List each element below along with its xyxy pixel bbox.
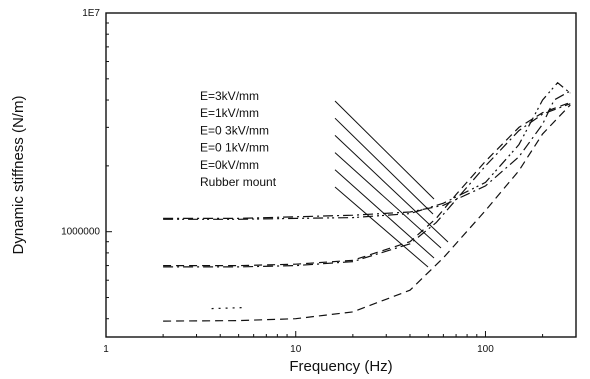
series-line-6 — [211, 306, 247, 310]
series-line-4 — [163, 103, 571, 268]
x-axis-title: Frequency (Hz) — [289, 358, 392, 375]
y-tick-label: 1E7 — [82, 8, 100, 19]
legend-label: E=0 3kV/mm — [200, 123, 269, 137]
legend-label: E=0kV/mm — [200, 158, 259, 172]
legend-layer: E=3kV/mm E=1kV/mm E=0 3kV/mm E=0 1kV/mm E=0k… — [200, 89, 449, 268]
x-tick-label: 1 — [103, 344, 109, 355]
legend-leader-line — [334, 100, 435, 200]
plot-frame — [105, 12, 577, 338]
y-axis-title: Dynamic stiffness (N/m) — [10, 96, 27, 255]
series-line-5 — [163, 104, 571, 322]
legend-label: E=3kV/mm — [200, 89, 259, 103]
legend-leader-line — [334, 117, 434, 215]
legend-label: E=1kV/mm — [200, 106, 259, 120]
axes-layer: 1 10 100 1000000 1E7 Frequency (Hz) Dynamic st… — [10, 8, 577, 375]
y-tick-label: 1000000 — [61, 227, 100, 238]
series-line-2 — [163, 81, 571, 220]
legend-leader-line — [334, 186, 429, 268]
series-line-3 — [163, 101, 571, 267]
x-tick-label: 100 — [477, 344, 494, 355]
legend-leader-line — [334, 152, 442, 249]
legend-label: E=0 1kV/mm — [200, 141, 269, 155]
legend-leader-line — [334, 135, 449, 243]
series-line-1 — [163, 90, 571, 219]
x-tick-label: 10 — [290, 344, 302, 355]
legend-leader-line — [334, 169, 435, 259]
series-layer — [163, 81, 571, 322]
legend-label: Rubber mount — [200, 175, 277, 189]
